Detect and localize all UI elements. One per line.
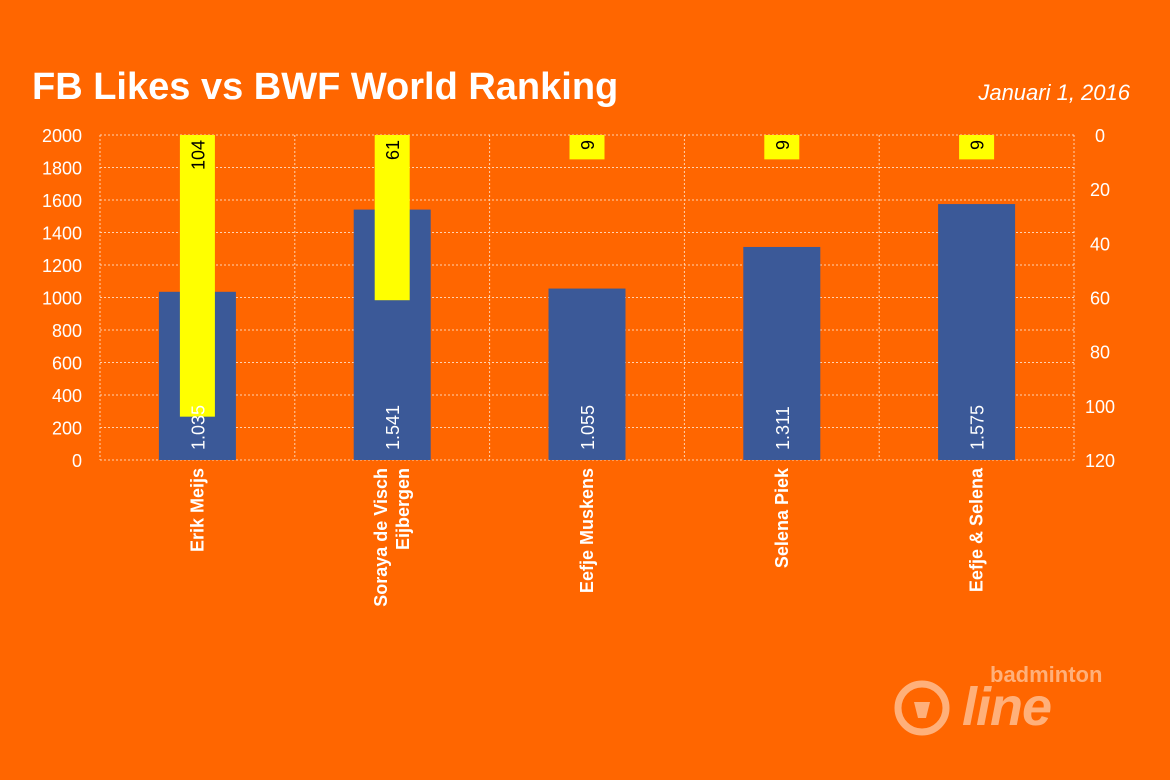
left-axis-tick-label: 1800 [42, 159, 82, 179]
category-label: Selena Piek [772, 467, 792, 568]
left-axis-tick-label: 1000 [42, 289, 82, 309]
right-axis-tick-label: 40 [1090, 234, 1110, 254]
shuttlecock-circle-icon [894, 680, 950, 736]
likes-value-label: 1.575 [968, 405, 988, 450]
left-axis-tick-label: 0 [72, 451, 82, 471]
right-axis-tick-label: 120 [1085, 451, 1115, 471]
likes-value-label: 1.055 [578, 405, 598, 450]
category-label: Eijbergen [393, 468, 413, 550]
ranking-value-label: 9 [968, 140, 988, 150]
left-axis-tick-label: 1600 [42, 191, 82, 211]
logo-small-text: badminton [990, 662, 1103, 687]
likes-value-label: 1.311 [773, 406, 793, 450]
category-label: Erik Meijs [187, 468, 207, 552]
ranking-value-label: 9 [578, 140, 598, 150]
right-axis-tick-label: 80 [1090, 343, 1110, 363]
likes-bar [548, 288, 626, 460]
ranking-bar [959, 135, 995, 160]
category-label: Eefje Muskens [577, 468, 597, 593]
likes-value-label: 1.541 [383, 405, 403, 450]
right-axis-tick-label: 0 [1095, 126, 1105, 146]
category-label: Soraya de Visch [371, 468, 391, 607]
category-label: Eefje & Selena [967, 467, 987, 592]
left-axis-tick-label: 1400 [42, 224, 82, 244]
ranking-value-label: 9 [773, 140, 793, 150]
logo-big-text: line [962, 677, 1052, 737]
left-axis-tick-label: 200 [52, 419, 82, 439]
left-axis-tick-label: 2000 [42, 126, 82, 146]
ranking-value-label: 61 [383, 140, 403, 160]
chart-date: Januari 1, 2016 [978, 80, 1130, 105]
ranking-bar [374, 135, 410, 301]
likes-bar [938, 204, 1016, 460]
left-axis-tick-label: 400 [52, 386, 82, 406]
left-axis-tick-label: 600 [52, 354, 82, 374]
chart-title: FB Likes vs BWF World Ranking [32, 66, 619, 108]
right-axis-tick-label: 60 [1090, 289, 1110, 309]
ranking-bar [764, 135, 800, 160]
badmintonline-logo [894, 660, 1120, 740]
likes-bar [743, 246, 821, 460]
ranking-bar [569, 135, 605, 160]
ranking-bar [179, 135, 215, 417]
right-axis-tick-label: 20 [1090, 180, 1110, 200]
right-axis-tick-label: 100 [1085, 397, 1115, 417]
left-axis-tick-label: 800 [52, 321, 82, 341]
likes-value-label: 1.035 [188, 405, 208, 450]
ranking-value-label: 104 [188, 140, 208, 170]
left-axis-tick-label: 1200 [42, 256, 82, 276]
